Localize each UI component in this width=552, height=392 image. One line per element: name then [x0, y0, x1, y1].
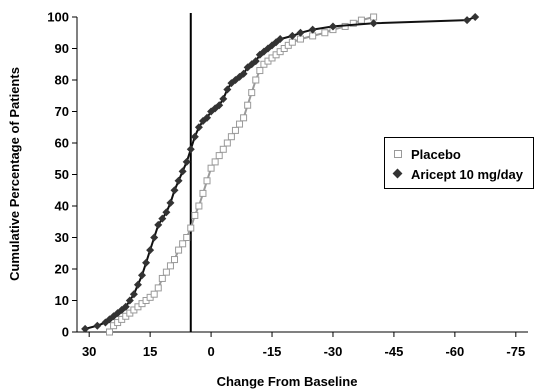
- data-point: [216, 153, 222, 159]
- data-point: [204, 178, 210, 184]
- data-point: [232, 127, 238, 133]
- data-point: [191, 133, 199, 141]
- series-line: [110, 17, 374, 332]
- data-point: [166, 199, 174, 207]
- data-point: [187, 145, 195, 153]
- y-tick-label: 20: [55, 262, 69, 277]
- data-point: [179, 167, 187, 175]
- data-point: [297, 36, 303, 42]
- legend: Placebo Aricept 10 mg/day: [384, 137, 534, 189]
- x-tick-label: -60: [445, 344, 464, 359]
- data-point: [176, 247, 182, 253]
- data-point: [289, 39, 295, 45]
- data-point: [183, 158, 191, 166]
- data-point: [159, 275, 165, 281]
- y-tick-label: 60: [55, 136, 69, 151]
- x-tick-label: 30: [82, 344, 96, 359]
- data-point: [310, 33, 316, 39]
- data-point: [134, 281, 142, 289]
- data-point: [167, 263, 173, 269]
- data-point: [471, 13, 479, 21]
- x-axis-title: Change From Baseline: [217, 374, 358, 389]
- x-tick-label: 15: [143, 344, 157, 359]
- data-point: [175, 177, 183, 185]
- data-point: [208, 165, 214, 171]
- data-point: [188, 225, 194, 231]
- y-tick-label: 100: [47, 10, 69, 25]
- legend-label: Aricept 10 mg/day: [411, 167, 523, 182]
- y-tick-label: 0: [62, 325, 69, 340]
- data-point: [142, 259, 150, 267]
- y-tick-label: 10: [55, 293, 69, 308]
- x-axis-ticks: 30 15 0 -15 -30 -45 -60 -75: [82, 332, 525, 359]
- data-point: [257, 68, 263, 74]
- x-tick-label: -15: [263, 344, 282, 359]
- data-point: [196, 203, 202, 209]
- data-point: [138, 271, 146, 279]
- legend-item-aricept: Aricept 10 mg/day: [391, 165, 523, 183]
- x-tick-label: 0: [207, 344, 214, 359]
- y-axis-title: Cumulative Percentage of Patients: [7, 67, 22, 281]
- data-point: [107, 329, 113, 335]
- data-point: [172, 257, 178, 263]
- data-point: [245, 102, 251, 108]
- data-point: [371, 14, 377, 20]
- open-square-icon: [391, 147, 405, 161]
- x-tick-label: -30: [324, 344, 343, 359]
- y-tick-label: 40: [55, 199, 69, 214]
- filled-diamond-icon: [391, 167, 405, 181]
- data-point: [241, 115, 247, 121]
- data-point: [171, 186, 179, 194]
- data-point: [146, 246, 154, 254]
- data-point: [237, 121, 243, 127]
- data-point: [228, 134, 234, 140]
- y-tick-label: 30: [55, 230, 69, 245]
- data-point: [224, 140, 230, 146]
- legend-item-placebo: Placebo: [391, 145, 461, 163]
- y-tick-label: 90: [55, 41, 69, 56]
- y-axis-ticks: 0 10 20 30 40 50 60 70 80 90 100: [47, 10, 77, 340]
- data-point: [200, 190, 206, 196]
- data-point: [192, 212, 198, 218]
- data-point: [249, 90, 255, 96]
- series-0: [107, 14, 377, 335]
- data-point: [150, 234, 158, 242]
- data-point: [163, 269, 169, 275]
- data-point: [463, 16, 471, 24]
- data-point: [358, 17, 364, 23]
- data-point: [155, 285, 161, 291]
- y-tick-label: 70: [55, 104, 69, 119]
- data-point: [253, 77, 259, 83]
- y-tick-label: 50: [55, 167, 69, 182]
- x-tick-label: -45: [385, 344, 404, 359]
- data-point: [151, 291, 157, 297]
- legend-label: Placebo: [411, 147, 461, 162]
- data-point: [184, 235, 190, 241]
- data-point: [309, 26, 317, 34]
- y-tick-label: 80: [55, 73, 69, 88]
- data-point: [180, 241, 186, 247]
- data-point: [220, 146, 226, 152]
- data-point: [93, 322, 101, 330]
- x-tick-label: -75: [506, 344, 525, 359]
- data-point: [212, 159, 218, 165]
- data-point: [322, 30, 328, 36]
